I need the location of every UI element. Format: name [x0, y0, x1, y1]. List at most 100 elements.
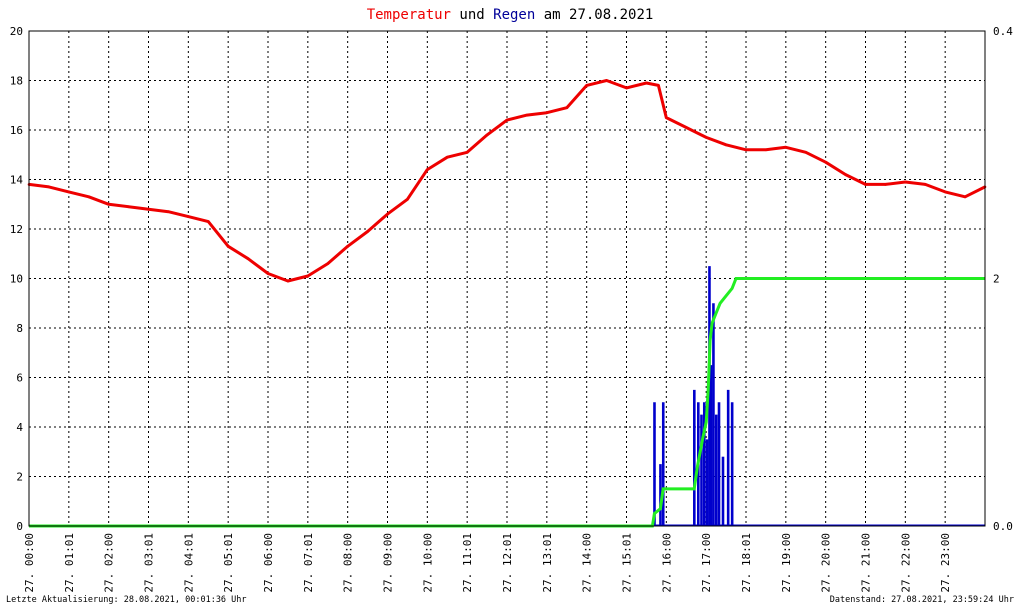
x-tick-label: 27. 18:01	[740, 533, 753, 593]
temperature-point	[465, 150, 469, 154]
x-tick-label: 27. 09:00	[382, 533, 395, 593]
temperature-point	[167, 210, 170, 213]
x-tick-label: 27. 16:00	[660, 533, 673, 593]
temperature-point	[366, 230, 369, 233]
title-und: und	[451, 7, 493, 23]
series-layer	[27, 79, 987, 528]
x-tick-label: 27. 22:00	[899, 533, 912, 593]
rain-bar	[661, 402, 665, 526]
temperature-point	[585, 84, 588, 87]
footer-right: Datenstand: 27.08.2021, 23:59:24 Uhr	[830, 595, 1014, 605]
rain-bar	[705, 439, 709, 526]
temperature-point	[286, 279, 290, 283]
title-date: am 27.08.2021	[535, 7, 653, 23]
temperature-point	[625, 86, 628, 90]
x-tick-label: 27. 04:01	[182, 533, 195, 593]
rain-cumulative-label: 2	[993, 273, 1000, 286]
temperature-point	[47, 185, 51, 189]
temperature-point	[147, 207, 150, 211]
temperature-point	[525, 113, 529, 117]
temperature-point	[824, 160, 827, 164]
rain-bar	[721, 456, 725, 526]
temperature-point	[67, 190, 71, 194]
y-tick-label-left: 18	[10, 75, 23, 88]
temperature-point	[704, 136, 708, 139]
y-tick-label-left: 4	[16, 421, 23, 434]
temperature-point	[923, 183, 927, 186]
temperature-point	[904, 180, 907, 184]
rain-cumulative-line	[29, 277, 985, 528]
rain-bar	[702, 402, 706, 526]
y-tick-label-left: 8	[16, 322, 23, 335]
temperature-point	[206, 220, 210, 223]
y-tick-label-left: 12	[10, 223, 23, 236]
temperature-point	[386, 212, 389, 216]
rain-bar	[712, 303, 715, 526]
temperature-point	[645, 81, 648, 85]
temperature-point	[107, 202, 110, 206]
title-temperatur: Temperatur	[367, 7, 451, 23]
temperature-point	[187, 215, 190, 218]
temperature-point	[943, 190, 947, 194]
x-tick-label: 27. 05:01	[222, 533, 235, 593]
x-tick-label: 27. 17:00	[700, 533, 713, 593]
temperature-point	[406, 198, 409, 201]
x-tick-label: 27. 07:01	[302, 533, 315, 593]
temperature-line	[28, 79, 986, 283]
temperature-point	[426, 168, 429, 171]
temperature-point	[326, 262, 330, 265]
x-tick-label: 27. 23:00	[939, 533, 952, 593]
y-tick-label-left: 14	[10, 174, 24, 187]
title-regen: Regen	[493, 7, 535, 23]
temperature-point	[684, 126, 688, 129]
rain-bar	[714, 414, 718, 526]
x-tick-label: 27. 13:01	[541, 533, 554, 593]
x-tick-label: 27. 14:00	[581, 533, 594, 593]
x-tick-label: 27. 08:00	[342, 533, 355, 593]
rain-bar	[708, 266, 711, 526]
temperature-point	[505, 118, 509, 122]
y-tick-label-left: 6	[16, 372, 23, 385]
temperature-point	[784, 146, 788, 149]
rain-bar	[730, 402, 734, 526]
rain-bar	[693, 389, 696, 526]
rain-bar	[700, 414, 703, 526]
chart-title: Temperatur und Regen am 27.08.2021	[367, 7, 654, 23]
temperature-point	[127, 205, 130, 209]
y-tick-label-right: 0.0	[993, 520, 1013, 533]
x-tick-label: 27. 01:01	[63, 533, 76, 593]
temperature-point	[485, 133, 489, 137]
y-axis-left-ticks: 0 2 4 6 8 10 12 14 16 18 20	[10, 25, 24, 533]
temperature-point	[226, 245, 230, 248]
temperature-point	[246, 257, 250, 261]
temperature-point	[266, 272, 270, 275]
temperature-point	[724, 143, 728, 147]
x-tick-label: 27. 00:00	[23, 533, 36, 593]
temperature-point	[804, 150, 808, 154]
rain-bar	[653, 402, 656, 526]
temperature-point	[565, 106, 569, 110]
y-tick-label-right: 0.4	[993, 25, 1013, 38]
temperature-point	[87, 195, 91, 199]
x-tick-label: 27. 15:01	[621, 533, 634, 593]
temperature-point	[963, 195, 967, 199]
temperature-point	[665, 116, 668, 119]
x-tick-label: 27. 21:00	[860, 533, 873, 593]
temperature-point	[545, 111, 549, 114]
x-axis-ticks: 27. 00:00 27. 01:01 27. 02:00 27. 03:01 27. …	[23, 533, 952, 593]
temperature-point	[744, 148, 748, 152]
y-tick-label-left: 20	[10, 25, 23, 38]
temperature-point	[657, 84, 660, 87]
y-axis-right-ticks: 0.0 0.4 2	[993, 25, 1013, 533]
x-tick-label: 27. 12:01	[501, 533, 514, 593]
temperature-point	[445, 155, 449, 159]
y-tick-label-left: 2	[16, 471, 23, 484]
rain-bar	[659, 464, 662, 526]
x-tick-label: 27. 10:00	[421, 533, 434, 593]
temperature-point	[346, 245, 349, 248]
temperature-point	[306, 274, 310, 278]
y-tick-label-left: 16	[10, 124, 23, 137]
x-tick-label: 27. 19:00	[780, 533, 793, 593]
temperature-point	[844, 173, 847, 176]
